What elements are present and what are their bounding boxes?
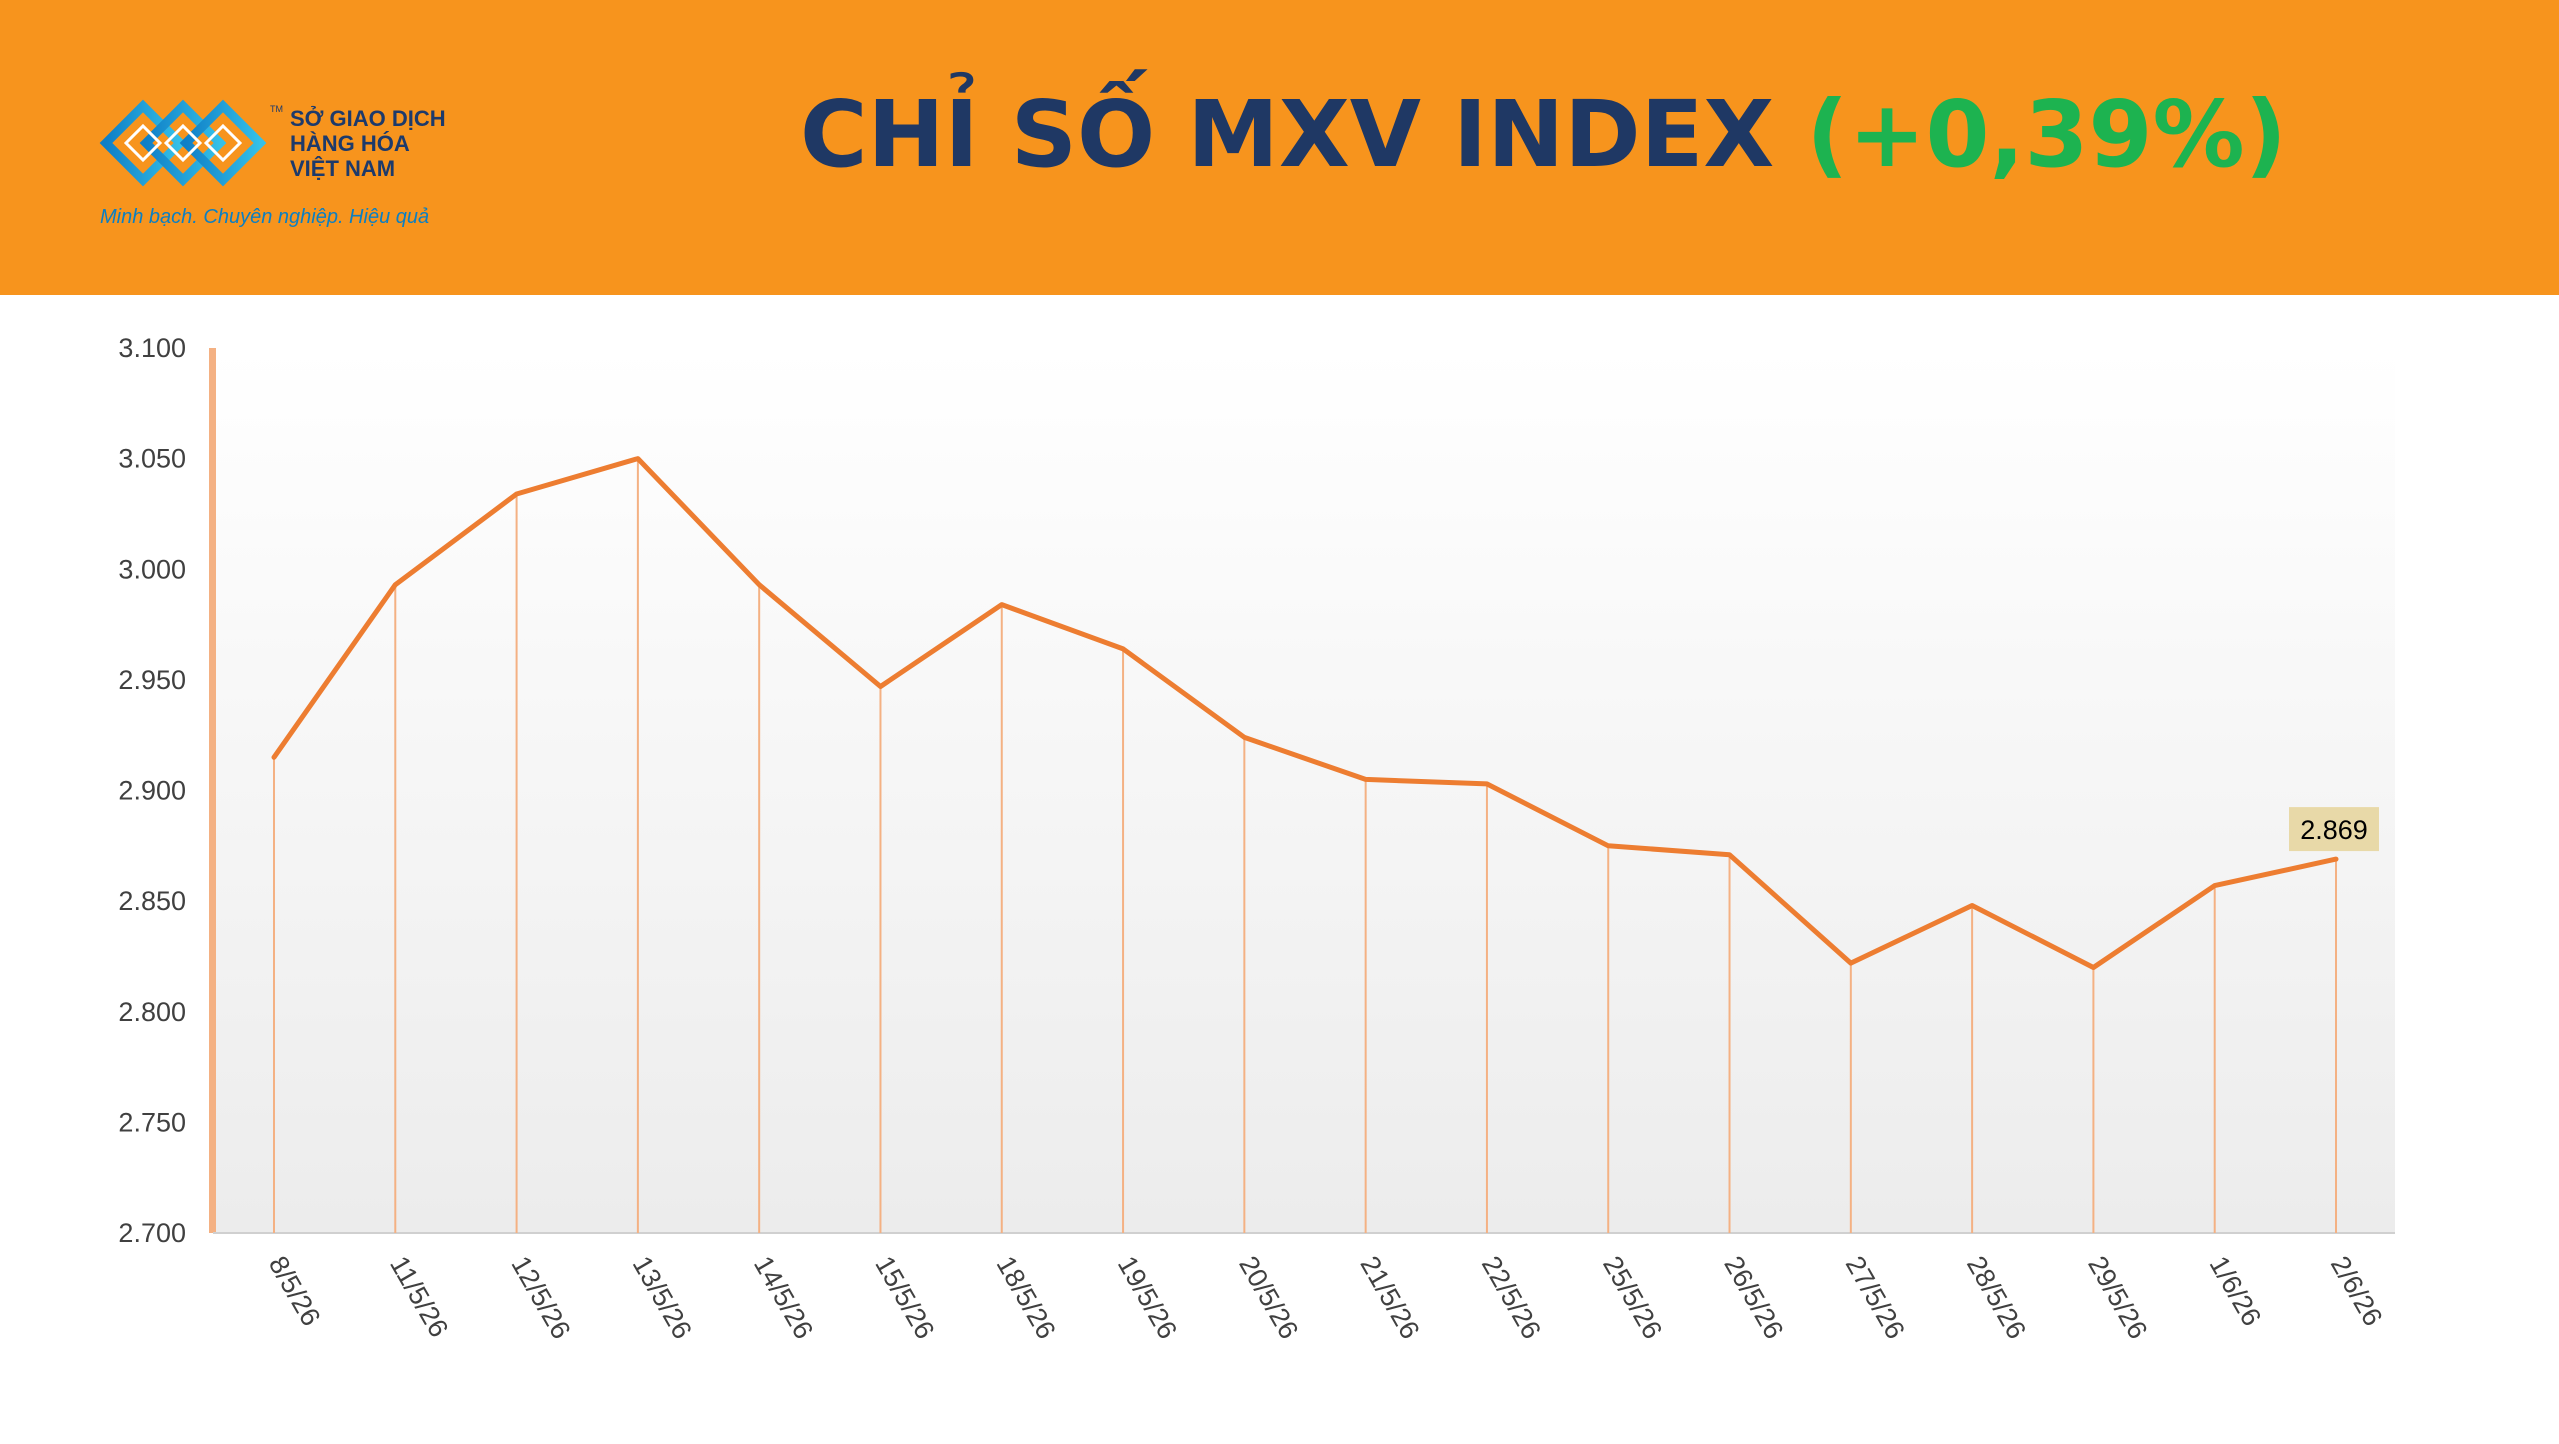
x-tick-label: 19/5/26: [1112, 1251, 1183, 1344]
y-tick-label: 2.850: [118, 886, 186, 916]
x-tick-label: 14/5/26: [748, 1251, 819, 1344]
title-text: CHỈ SỐ MXV INDEX: [800, 81, 1775, 188]
logo-name: SỞ GIAO DỊCH HÀNG HÓA VIỆT NAM: [290, 106, 446, 181]
header-bar: TM SỞ GIAO DỊCH HÀNG HÓA VIỆT NAM Minh b…: [0, 0, 2559, 295]
title-change-percent: (+0,39%): [1806, 81, 2287, 188]
x-tick-label: 1/6/26: [2204, 1251, 2268, 1331]
y-tick-label: 3.050: [118, 444, 186, 474]
y-tick-label: 3.000: [118, 554, 186, 584]
y-tick-label: 2.950: [118, 665, 186, 695]
y-tick-label: 2.800: [118, 997, 186, 1027]
last-value-label: 2.869: [2300, 815, 2368, 845]
last-value-label-bg: [2289, 807, 2379, 852]
plot-background: [213, 348, 2395, 1233]
y-tick-label: 2.750: [118, 1107, 186, 1137]
mxv-logo-mark-icon: [99, 99, 267, 187]
y-tick-label: 3.100: [118, 333, 186, 363]
x-tick-label: 28/5/26: [1961, 1251, 2032, 1344]
x-tick-label: 22/5/26: [1476, 1251, 1547, 1344]
line-chart: 3.100 3.050 3.000 2.950 2.900 2.850 2.800 2.750…: [118, 333, 2395, 1344]
logo-name-line-3: VIỆT NAM: [290, 156, 396, 181]
x-tick-label: 15/5/26: [869, 1251, 940, 1344]
page-title: CHỈ SỐ MXV INDEX (+0,39%): [800, 80, 2300, 190]
x-tick-label: 25/5/26: [1597, 1251, 1668, 1344]
x-tick-label: 18/5/26: [991, 1251, 1062, 1344]
y-tick-label: 2.700: [118, 1218, 186, 1248]
series-line: [271, 456, 2339, 970]
y-tick-label: 2.900: [118, 776, 186, 806]
x-tick-label: 26/5/26: [1718, 1251, 1789, 1344]
x-tick-label: 29/5/26: [2082, 1251, 2153, 1344]
y-axis-bar: [209, 348, 216, 1233]
x-tick-label: 11/5/26: [384, 1251, 454, 1342]
x-tick-label: 13/5/26: [627, 1251, 698, 1344]
x-tick-label: 20/5/26: [1233, 1251, 1304, 1344]
logo-trademark: TM: [270, 104, 283, 114]
x-tick-label: 2/6/26: [2325, 1251, 2389, 1331]
x-tick-label: 12/5/26: [505, 1251, 576, 1344]
logo-name-line-2: HÀNG HÓA: [290, 131, 410, 156]
x-tick-label: 27/5/26: [1840, 1251, 1911, 1344]
mxv-logo[interactable]: TM SỞ GIAO DỊCH HÀNG HÓA VIỆT NAM Minh b…: [98, 98, 498, 238]
x-tick-label: 8/5/26: [263, 1251, 327, 1331]
logo-tagline: Minh bạch. Chuyên nghiệp. Hiệu quả: [100, 206, 430, 228]
chart-area: 3.100 3.050 3.000 2.950 2.900 2.850 2.800 2.750…: [0, 295, 2559, 1439]
logo-name-line-1: SỞ GIAO DỊCH: [290, 106, 446, 131]
x-tick-label: 21/5/26: [1354, 1251, 1425, 1344]
